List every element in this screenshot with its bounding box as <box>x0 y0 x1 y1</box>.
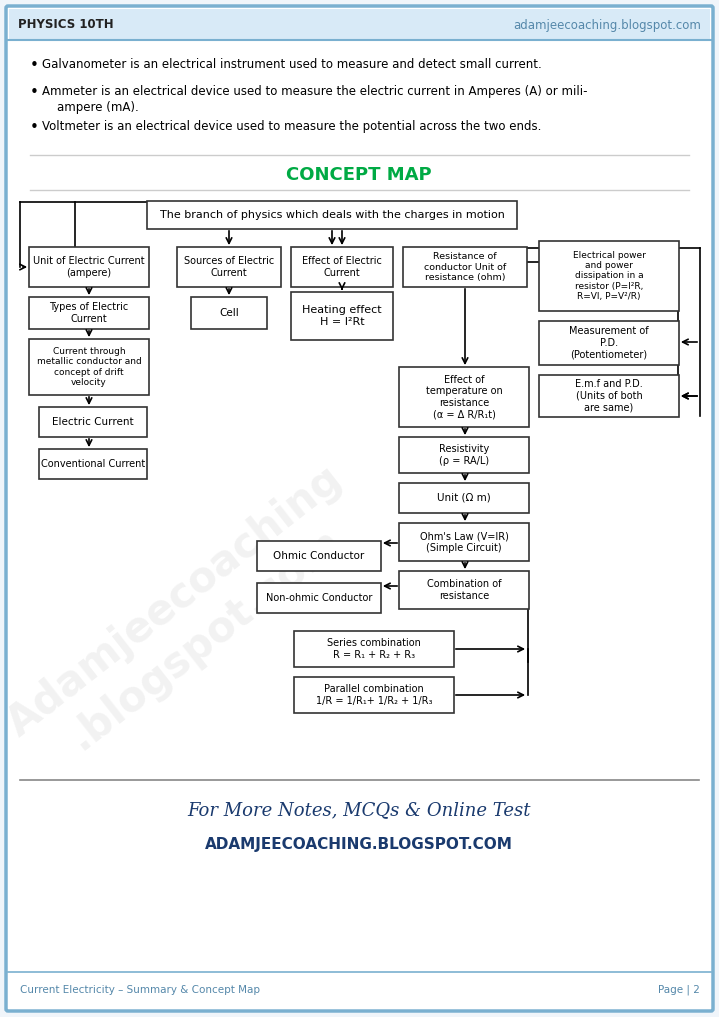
FancyBboxPatch shape <box>539 241 679 311</box>
Text: Parallel combination
1/R = 1/R₁+ 1/R₂ + 1/R₃: Parallel combination 1/R = 1/R₁+ 1/R₂ + … <box>316 684 432 706</box>
Text: Ohm's Law (V=IR)
(Simple Circuit): Ohm's Law (V=IR) (Simple Circuit) <box>420 531 508 553</box>
Text: Adamjeecoaching
.blogspot.com: Adamjeecoaching .blogspot.com <box>0 457 381 783</box>
Text: Unit of Electric Current
(ampere): Unit of Electric Current (ampere) <box>33 256 145 278</box>
FancyBboxPatch shape <box>257 541 381 571</box>
FancyBboxPatch shape <box>399 571 529 609</box>
Text: Voltmeter is an electrical device used to measure the potential across the two e: Voltmeter is an electrical device used t… <box>42 120 541 133</box>
FancyBboxPatch shape <box>399 367 529 427</box>
Text: ADAMJEECOACHING.BLOGSPOT.COM: ADAMJEECOACHING.BLOGSPOT.COM <box>205 838 513 852</box>
Text: Cell: Cell <box>219 308 239 318</box>
Text: Ohmic Conductor: Ohmic Conductor <box>273 551 365 561</box>
Text: adamjeecoaching.blogspot.com: adamjeecoaching.blogspot.com <box>513 18 701 32</box>
Text: Heating effect
H = I²Rt: Heating effect H = I²Rt <box>302 305 382 326</box>
Text: Series combination
R = R₁ + R₂ + R₃: Series combination R = R₁ + R₂ + R₃ <box>327 639 421 660</box>
FancyBboxPatch shape <box>539 321 679 365</box>
FancyBboxPatch shape <box>29 247 149 287</box>
FancyBboxPatch shape <box>191 297 267 330</box>
Text: Galvanometer is an electrical instrument used to measure and detect small curren: Galvanometer is an electrical instrument… <box>42 58 541 71</box>
FancyBboxPatch shape <box>294 631 454 667</box>
Text: Resistance of
conductor Unit of
resistance (ohm): Resistance of conductor Unit of resistan… <box>424 252 506 282</box>
FancyBboxPatch shape <box>29 297 149 330</box>
Text: ampere (mA).: ampere (mA). <box>42 101 139 114</box>
FancyBboxPatch shape <box>39 448 147 479</box>
Text: Resistivity
(ρ = RA/L): Resistivity (ρ = RA/L) <box>439 444 489 466</box>
Text: Combination of
resistance: Combination of resistance <box>427 580 501 601</box>
FancyBboxPatch shape <box>29 339 149 395</box>
Text: Non-ohmic Conductor: Non-ohmic Conductor <box>266 593 372 603</box>
Text: Electric Current: Electric Current <box>52 417 134 427</box>
Text: Electrical power
and power
dissipation in a
resistor (P=I²R,
R=VI, P=V²/R): Electrical power and power dissipation i… <box>572 251 646 301</box>
Text: CONCEPT MAP: CONCEPT MAP <box>286 166 432 184</box>
FancyBboxPatch shape <box>291 292 393 340</box>
FancyBboxPatch shape <box>403 247 527 287</box>
Text: For More Notes, MCQs & Online Test: For More Notes, MCQs & Online Test <box>187 801 531 819</box>
Text: Sources of Electric
Current: Sources of Electric Current <box>184 256 274 278</box>
FancyBboxPatch shape <box>399 523 529 561</box>
Text: •: • <box>30 85 39 100</box>
Text: Conventional Current: Conventional Current <box>41 459 145 469</box>
Text: Measurement of
P.D.
(Potentiometer): Measurement of P.D. (Potentiometer) <box>569 326 649 360</box>
Text: Types of Electric
Current: Types of Electric Current <box>50 302 129 323</box>
Text: Effect of
temperature on
resistance
(α = Δ R/R₁t): Effect of temperature on resistance (α =… <box>426 374 503 419</box>
Text: •: • <box>30 58 39 73</box>
FancyBboxPatch shape <box>399 437 529 473</box>
Text: Unit (Ω m): Unit (Ω m) <box>437 493 491 503</box>
FancyBboxPatch shape <box>294 677 454 713</box>
FancyBboxPatch shape <box>539 375 679 417</box>
FancyBboxPatch shape <box>291 247 393 287</box>
FancyBboxPatch shape <box>399 483 529 513</box>
Text: The branch of physics which deals with the charges in motion: The branch of physics which deals with t… <box>160 210 505 220</box>
FancyBboxPatch shape <box>6 6 713 1011</box>
Text: Ammeter is an electrical device used to measure the electric current in Amperes : Ammeter is an electrical device used to … <box>42 85 587 98</box>
Text: Effect of Electric
Current: Effect of Electric Current <box>302 256 382 278</box>
FancyBboxPatch shape <box>39 407 147 437</box>
Text: PHYSICS 10TH: PHYSICS 10TH <box>18 18 114 32</box>
Text: Current Electricity – Summary & Concept Map: Current Electricity – Summary & Concept … <box>20 985 260 995</box>
FancyBboxPatch shape <box>9 9 710 39</box>
Text: Page | 2: Page | 2 <box>658 984 700 996</box>
Text: •: • <box>30 120 39 135</box>
Text: Current through
metallic conductor and
concept of drift
velocity: Current through metallic conductor and c… <box>37 347 142 387</box>
FancyBboxPatch shape <box>177 247 281 287</box>
Text: E.m.f and P.D.
(Units of both
are same): E.m.f and P.D. (Units of both are same) <box>575 379 643 413</box>
FancyBboxPatch shape <box>147 201 517 229</box>
FancyBboxPatch shape <box>257 583 381 613</box>
